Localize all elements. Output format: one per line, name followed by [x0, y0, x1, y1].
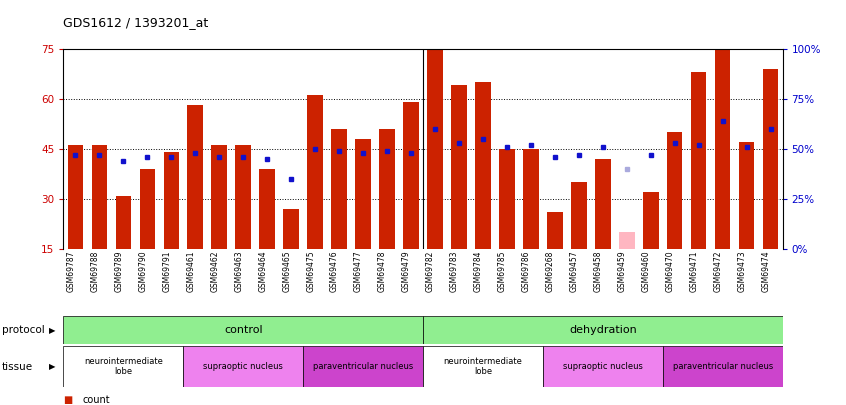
Text: dehydration: dehydration: [569, 325, 637, 335]
Bar: [188, 105, 203, 249]
Bar: [499, 149, 514, 249]
Bar: [283, 209, 299, 249]
Bar: [662, 346, 783, 387]
Bar: [595, 159, 611, 249]
Text: GDS1612 / 1393201_at: GDS1612 / 1393201_at: [63, 16, 209, 29]
Bar: [379, 129, 395, 249]
Text: GSM69465: GSM69465: [283, 250, 291, 292]
Text: GSM69474: GSM69474: [761, 250, 771, 292]
Text: ■: ■: [63, 395, 73, 405]
Bar: [68, 145, 83, 249]
Bar: [212, 145, 227, 249]
Text: GSM69464: GSM69464: [258, 250, 267, 292]
Bar: [260, 169, 275, 249]
Bar: [63, 346, 184, 387]
Bar: [523, 149, 539, 249]
Text: GSM69458: GSM69458: [594, 250, 602, 292]
Text: GSM69460: GSM69460: [642, 250, 651, 292]
Text: GSM69461: GSM69461: [186, 250, 195, 292]
Text: GSM69463: GSM69463: [234, 250, 244, 292]
Bar: [235, 145, 251, 249]
Text: GSM69471: GSM69471: [689, 250, 699, 292]
Text: GSM69476: GSM69476: [330, 250, 339, 292]
Bar: [332, 129, 347, 249]
Bar: [423, 346, 543, 387]
Bar: [547, 212, 563, 249]
Text: GSM69784: GSM69784: [474, 250, 483, 292]
Bar: [667, 132, 683, 249]
Text: GSM69782: GSM69782: [426, 250, 435, 292]
Text: tissue: tissue: [2, 362, 33, 371]
Text: GSM69459: GSM69459: [618, 250, 627, 292]
Bar: [355, 139, 371, 249]
Text: neurointermediate
lobe: neurointermediate lobe: [84, 357, 162, 376]
Bar: [63, 316, 423, 344]
Text: GSM69475: GSM69475: [306, 250, 315, 292]
Bar: [451, 85, 467, 249]
Bar: [184, 346, 303, 387]
Text: GSM69789: GSM69789: [114, 250, 124, 292]
Bar: [475, 82, 491, 249]
Text: GSM69786: GSM69786: [522, 250, 531, 292]
Text: ▶: ▶: [48, 362, 55, 371]
Text: GSM69783: GSM69783: [450, 250, 459, 292]
Text: paraventricular nucleus: paraventricular nucleus: [673, 362, 772, 371]
Text: GSM69785: GSM69785: [498, 250, 507, 292]
Text: GSM69791: GSM69791: [162, 250, 171, 292]
Bar: [543, 346, 662, 387]
Bar: [427, 49, 442, 249]
Text: GSM69462: GSM69462: [211, 250, 219, 292]
Text: GSM69473: GSM69473: [738, 250, 747, 292]
Text: GSM69787: GSM69787: [67, 250, 75, 292]
Bar: [691, 72, 706, 249]
Text: supraoptic nucleus: supraoptic nucleus: [203, 362, 283, 371]
Bar: [303, 346, 423, 387]
Bar: [739, 142, 755, 249]
Bar: [307, 96, 323, 249]
Bar: [619, 232, 634, 249]
Text: count: count: [82, 395, 110, 405]
Text: ▶: ▶: [48, 326, 55, 335]
Bar: [91, 145, 107, 249]
Text: GSM69788: GSM69788: [91, 250, 99, 292]
Bar: [163, 152, 179, 249]
Bar: [423, 316, 783, 344]
Text: GSM69478: GSM69478: [378, 250, 387, 292]
Bar: [643, 192, 658, 249]
Text: GSM69470: GSM69470: [666, 250, 675, 292]
Bar: [116, 196, 131, 249]
Text: GSM69477: GSM69477: [354, 250, 363, 292]
Text: GSM69479: GSM69479: [402, 250, 411, 292]
Text: GSM69790: GSM69790: [139, 250, 147, 292]
Text: protocol: protocol: [2, 325, 45, 335]
Text: paraventricular nucleus: paraventricular nucleus: [313, 362, 413, 371]
Text: control: control: [224, 325, 262, 335]
Text: supraoptic nucleus: supraoptic nucleus: [563, 362, 643, 371]
Bar: [715, 15, 730, 249]
Text: GSM69472: GSM69472: [714, 250, 722, 292]
Text: GSM69268: GSM69268: [546, 250, 555, 292]
Bar: [140, 169, 155, 249]
Text: neurointermediate
lobe: neurointermediate lobe: [443, 357, 522, 376]
Bar: [763, 69, 778, 249]
Bar: [571, 182, 586, 249]
Bar: [404, 102, 419, 249]
Text: GSM69457: GSM69457: [570, 250, 579, 292]
